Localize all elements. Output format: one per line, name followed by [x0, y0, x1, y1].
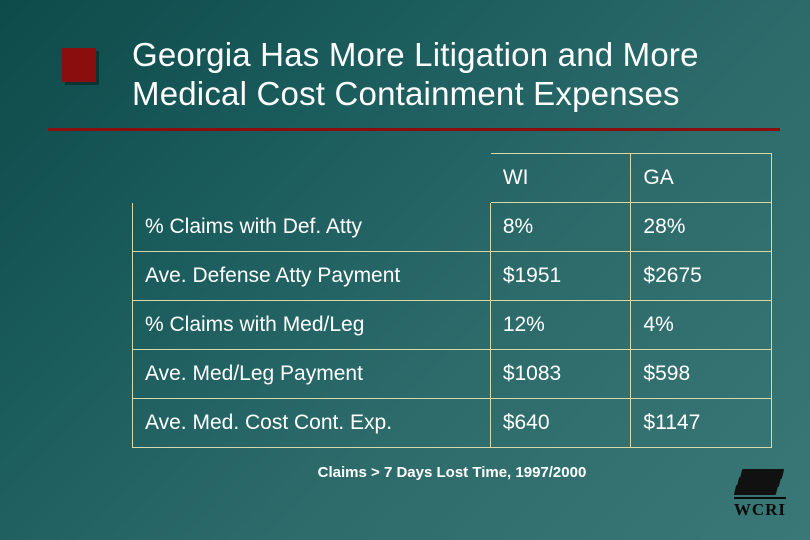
col-header-ga: GA — [631, 153, 772, 202]
logo-pages-icon — [735, 469, 785, 495]
cell-ga: $2675 — [631, 251, 772, 300]
title-block: Georgia Has More Litigation and More Med… — [48, 36, 780, 124]
cell-ga: 28% — [631, 202, 772, 251]
table-row: % Claims with Def. Atty 8% 28% — [133, 202, 772, 251]
header-blank — [133, 153, 491, 202]
cell-wi: $1083 — [490, 349, 631, 398]
row-label: % Claims with Med/Leg — [133, 300, 491, 349]
table-row: Ave. Defense Atty Payment $1951 $2675 — [133, 251, 772, 300]
footnote: Claims > 7 Days Lost Time, 1997/2000 — [132, 464, 772, 481]
table-row: % Claims with Med/Leg 12% 4% — [133, 300, 772, 349]
cell-ga: $598 — [631, 349, 772, 398]
cell-ga: 4% — [631, 300, 772, 349]
bullet-square-icon — [62, 48, 96, 82]
logo-text: WCRI — [734, 497, 786, 520]
row-label: % Claims with Def. Atty — [133, 202, 491, 251]
row-label: Ave. Med/Leg Payment — [133, 349, 491, 398]
slide-title: Georgia Has More Litigation and More Med… — [132, 36, 780, 114]
cell-ga: $1147 — [631, 398, 772, 447]
table-row: Ave. Med/Leg Payment $1083 $598 — [133, 349, 772, 398]
col-header-wi: WI — [490, 153, 631, 202]
slide: Georgia Has More Litigation and More Med… — [0, 0, 810, 540]
cell-wi: $640 — [490, 398, 631, 447]
cell-wi: $1951 — [490, 251, 631, 300]
table-row: Ave. Med. Cost Cont. Exp. $640 $1147 — [133, 398, 772, 447]
content-area: Georgia Has More Litigation and More Med… — [48, 36, 780, 481]
cell-wi: 8% — [490, 202, 631, 251]
table-header-row: WI GA — [133, 153, 772, 202]
row-label: Ave. Defense Atty Payment — [133, 251, 491, 300]
data-table: WI GA % Claims with Def. Atty 8% 28% Ave… — [132, 153, 772, 448]
row-label: Ave. Med. Cost Cont. Exp. — [133, 398, 491, 447]
cell-wi: 12% — [490, 300, 631, 349]
wcri-logo: WCRI — [734, 469, 786, 520]
data-table-wrap: WI GA % Claims with Def. Atty 8% 28% Ave… — [132, 153, 772, 448]
title-underline — [48, 128, 780, 131]
